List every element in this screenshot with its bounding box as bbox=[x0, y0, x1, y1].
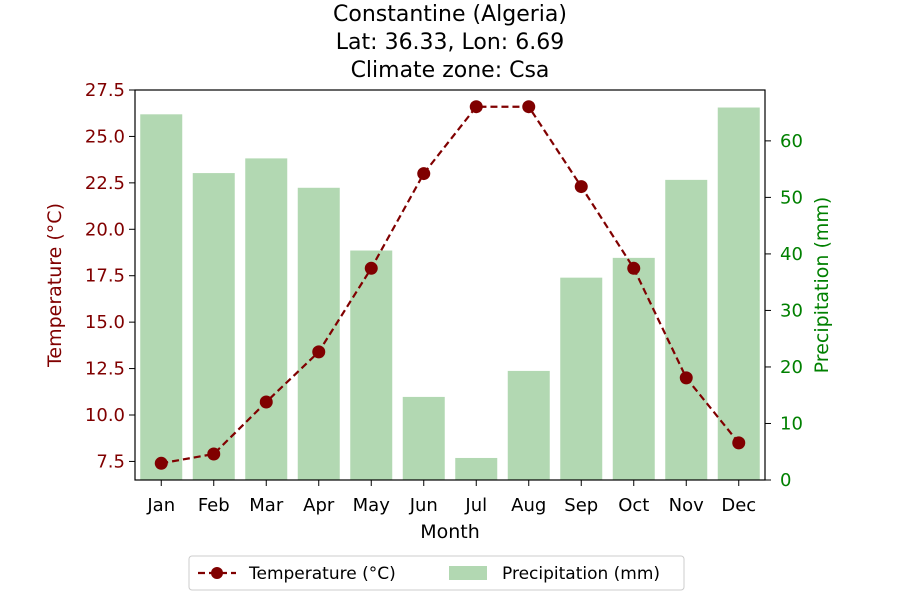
legend: Temperature (°C) Precipitation (mm) bbox=[188, 555, 685, 591]
temperature-point-jun bbox=[417, 167, 431, 181]
left-tick-label: 7.5 bbox=[96, 451, 125, 472]
precip-bar-mar bbox=[245, 158, 288, 481]
precip-bar-may bbox=[350, 250, 393, 480]
legend-label-temperature: Temperature (°C) bbox=[248, 564, 396, 584]
precip-bar-nov bbox=[665, 179, 708, 480]
temperature-point-apr bbox=[312, 345, 326, 359]
x-tick-label-may: May bbox=[353, 495, 391, 516]
legend-frame bbox=[188, 555, 685, 591]
legend-label-precipitation: Precipitation (mm) bbox=[502, 564, 660, 584]
right-tick-label: 0 bbox=[780, 470, 791, 491]
right-tick-label: 10 bbox=[780, 413, 803, 434]
temperature-point-jul bbox=[469, 100, 483, 114]
x-tick-label-jul: Jul bbox=[464, 495, 487, 516]
temperature-point-mar bbox=[259, 395, 273, 409]
x-tick-label-oct: Oct bbox=[618, 495, 649, 516]
temperature-point-sep bbox=[574, 180, 588, 194]
x-tick-label-dec: Dec bbox=[721, 495, 756, 516]
left-tick-label: 25.0 bbox=[85, 126, 125, 147]
x-tick-label-jun: Jun bbox=[409, 495, 438, 516]
x-tick-label-feb: Feb bbox=[198, 495, 230, 516]
left-tick-label: 20.0 bbox=[85, 219, 125, 240]
x-tick-label-jan: Jan bbox=[146, 495, 175, 516]
temperature-point-oct bbox=[627, 261, 641, 275]
right-tick-label: 30 bbox=[780, 300, 803, 321]
x-tick-label-nov: Nov bbox=[669, 495, 704, 516]
precip-bar-dec bbox=[717, 107, 760, 481]
legend-marker-icon bbox=[211, 567, 223, 579]
chart-title-line-3: Climate zone: Csa bbox=[351, 58, 550, 83]
right-axis-label: Precipitation (mm) bbox=[811, 197, 833, 374]
left-tick-label: 27.5 bbox=[85, 80, 125, 101]
temperature-point-aug bbox=[522, 100, 536, 114]
temperature-point-may bbox=[364, 261, 378, 275]
precip-bar-jun bbox=[402, 396, 445, 480]
plot-frame bbox=[134, 89, 766, 481]
right-tick-label: 20 bbox=[780, 357, 803, 378]
precip-bar-jan bbox=[140, 114, 183, 480]
right-axis-ticks: 0 10 20 30 40 50 60 bbox=[765, 131, 803, 491]
right-tick-label: 50 bbox=[780, 187, 803, 208]
chart-title: Constantine (Algeria) Lat: 36.33, Lon: 6… bbox=[333, 2, 567, 83]
precipitation-bars bbox=[140, 107, 760, 481]
x-tick-label-apr: Apr bbox=[303, 495, 335, 516]
legend-swatch-icon bbox=[449, 566, 487, 580]
left-tick-label: 12.5 bbox=[85, 359, 125, 380]
right-tick-label: 60 bbox=[780, 131, 803, 152]
left-axis-label: Temperature (°C) bbox=[44, 203, 66, 368]
left-axis-ticks: 7.5 10.0 12.5 15.0 17.5 20.0 22.5 25.0 27.5 bbox=[85, 80, 135, 472]
temperature-line bbox=[161, 105, 740, 465]
temperature-point-nov bbox=[679, 371, 693, 385]
chart-title-line-2: Lat: 36.33, Lon: 6.69 bbox=[336, 30, 564, 55]
left-tick-label: 17.5 bbox=[85, 266, 125, 287]
legend-entry-temperature: Temperature (°C) bbox=[198, 564, 396, 584]
left-tick-label: 15.0 bbox=[85, 312, 125, 333]
left-tick-label: 10.0 bbox=[85, 405, 125, 426]
x-axis-label: Month bbox=[420, 521, 480, 543]
temperature-point-feb bbox=[207, 447, 221, 461]
left-tick-label: 22.5 bbox=[85, 173, 125, 194]
x-axis-ticks: Jan Feb Mar Apr May Jun Jul Aug Sep Oct Nov Dec bbox=[146, 480, 756, 516]
legend-entry-precipitation: Precipitation (mm) bbox=[449, 564, 660, 584]
precip-bar-feb bbox=[192, 173, 235, 480]
chart-title-line-1: Constantine (Algeria) bbox=[333, 2, 567, 27]
temperature-point-jan bbox=[154, 456, 168, 470]
temperature-series bbox=[154, 100, 746, 470]
x-tick-label-sep: Sep bbox=[564, 495, 598, 516]
right-tick-label: 40 bbox=[780, 244, 803, 265]
temperature-point-dec bbox=[732, 436, 746, 450]
precip-bar-aug bbox=[507, 370, 550, 480]
precip-bar-jul bbox=[455, 457, 498, 480]
x-tick-label-aug: Aug bbox=[511, 495, 546, 516]
precip-bar-sep bbox=[560, 277, 603, 480]
precip-bar-oct bbox=[612, 257, 655, 480]
x-tick-label-mar: Mar bbox=[249, 495, 284, 516]
precip-bar-apr bbox=[297, 187, 340, 481]
